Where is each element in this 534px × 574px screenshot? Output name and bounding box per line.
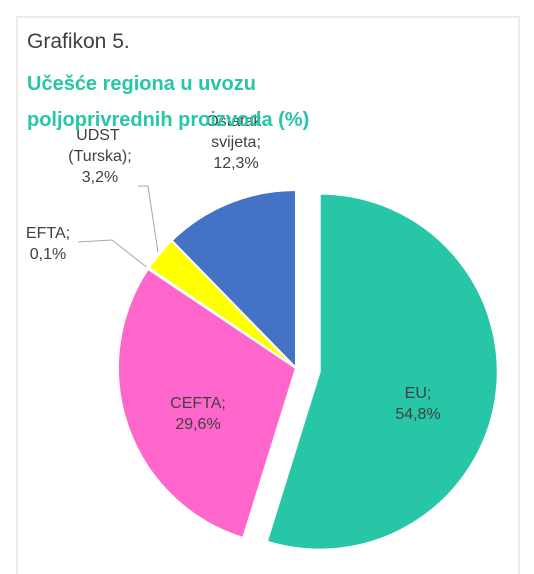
leader-line [77, 239, 148, 268]
pie-slice [117, 267, 298, 540]
pie-slice [265, 192, 499, 551]
slice-label-line: (Turska); [68, 148, 131, 165]
chart-subtitle: Učešće regiona u uvozu poljoprivrednih p… [27, 73, 310, 131]
value-label: 54,8% [395, 406, 440, 423]
leader-line [138, 185, 159, 253]
value-label: 12,3% [213, 155, 258, 172]
slice-label: Ostatak svijeta; [206, 113, 266, 151]
value-label: 29,6% [175, 416, 220, 433]
slice-label: EU; [405, 385, 432, 402]
slice-label-line: UDST [76, 127, 124, 144]
value-label: 3,2% [82, 169, 118, 186]
value-label: 0,1% [30, 246, 66, 263]
slice-label-line: CEFTA; [170, 395, 226, 412]
slice-label-line: Ostatak [206, 113, 266, 130]
pie-slice [170, 188, 297, 371]
slice-label-line: EU; [405, 385, 432, 402]
slice-label-line: EFTA; [26, 225, 70, 242]
slice-label: CEFTA; [170, 395, 226, 412]
slice-label: EFTA; [26, 225, 70, 242]
slice-label: UDST (Turska); [68, 127, 131, 165]
chart-title: Grafikon 5. [27, 30, 130, 53]
slice-label-line: svijeta; [211, 134, 261, 151]
chart-frame [16, 16, 520, 574]
